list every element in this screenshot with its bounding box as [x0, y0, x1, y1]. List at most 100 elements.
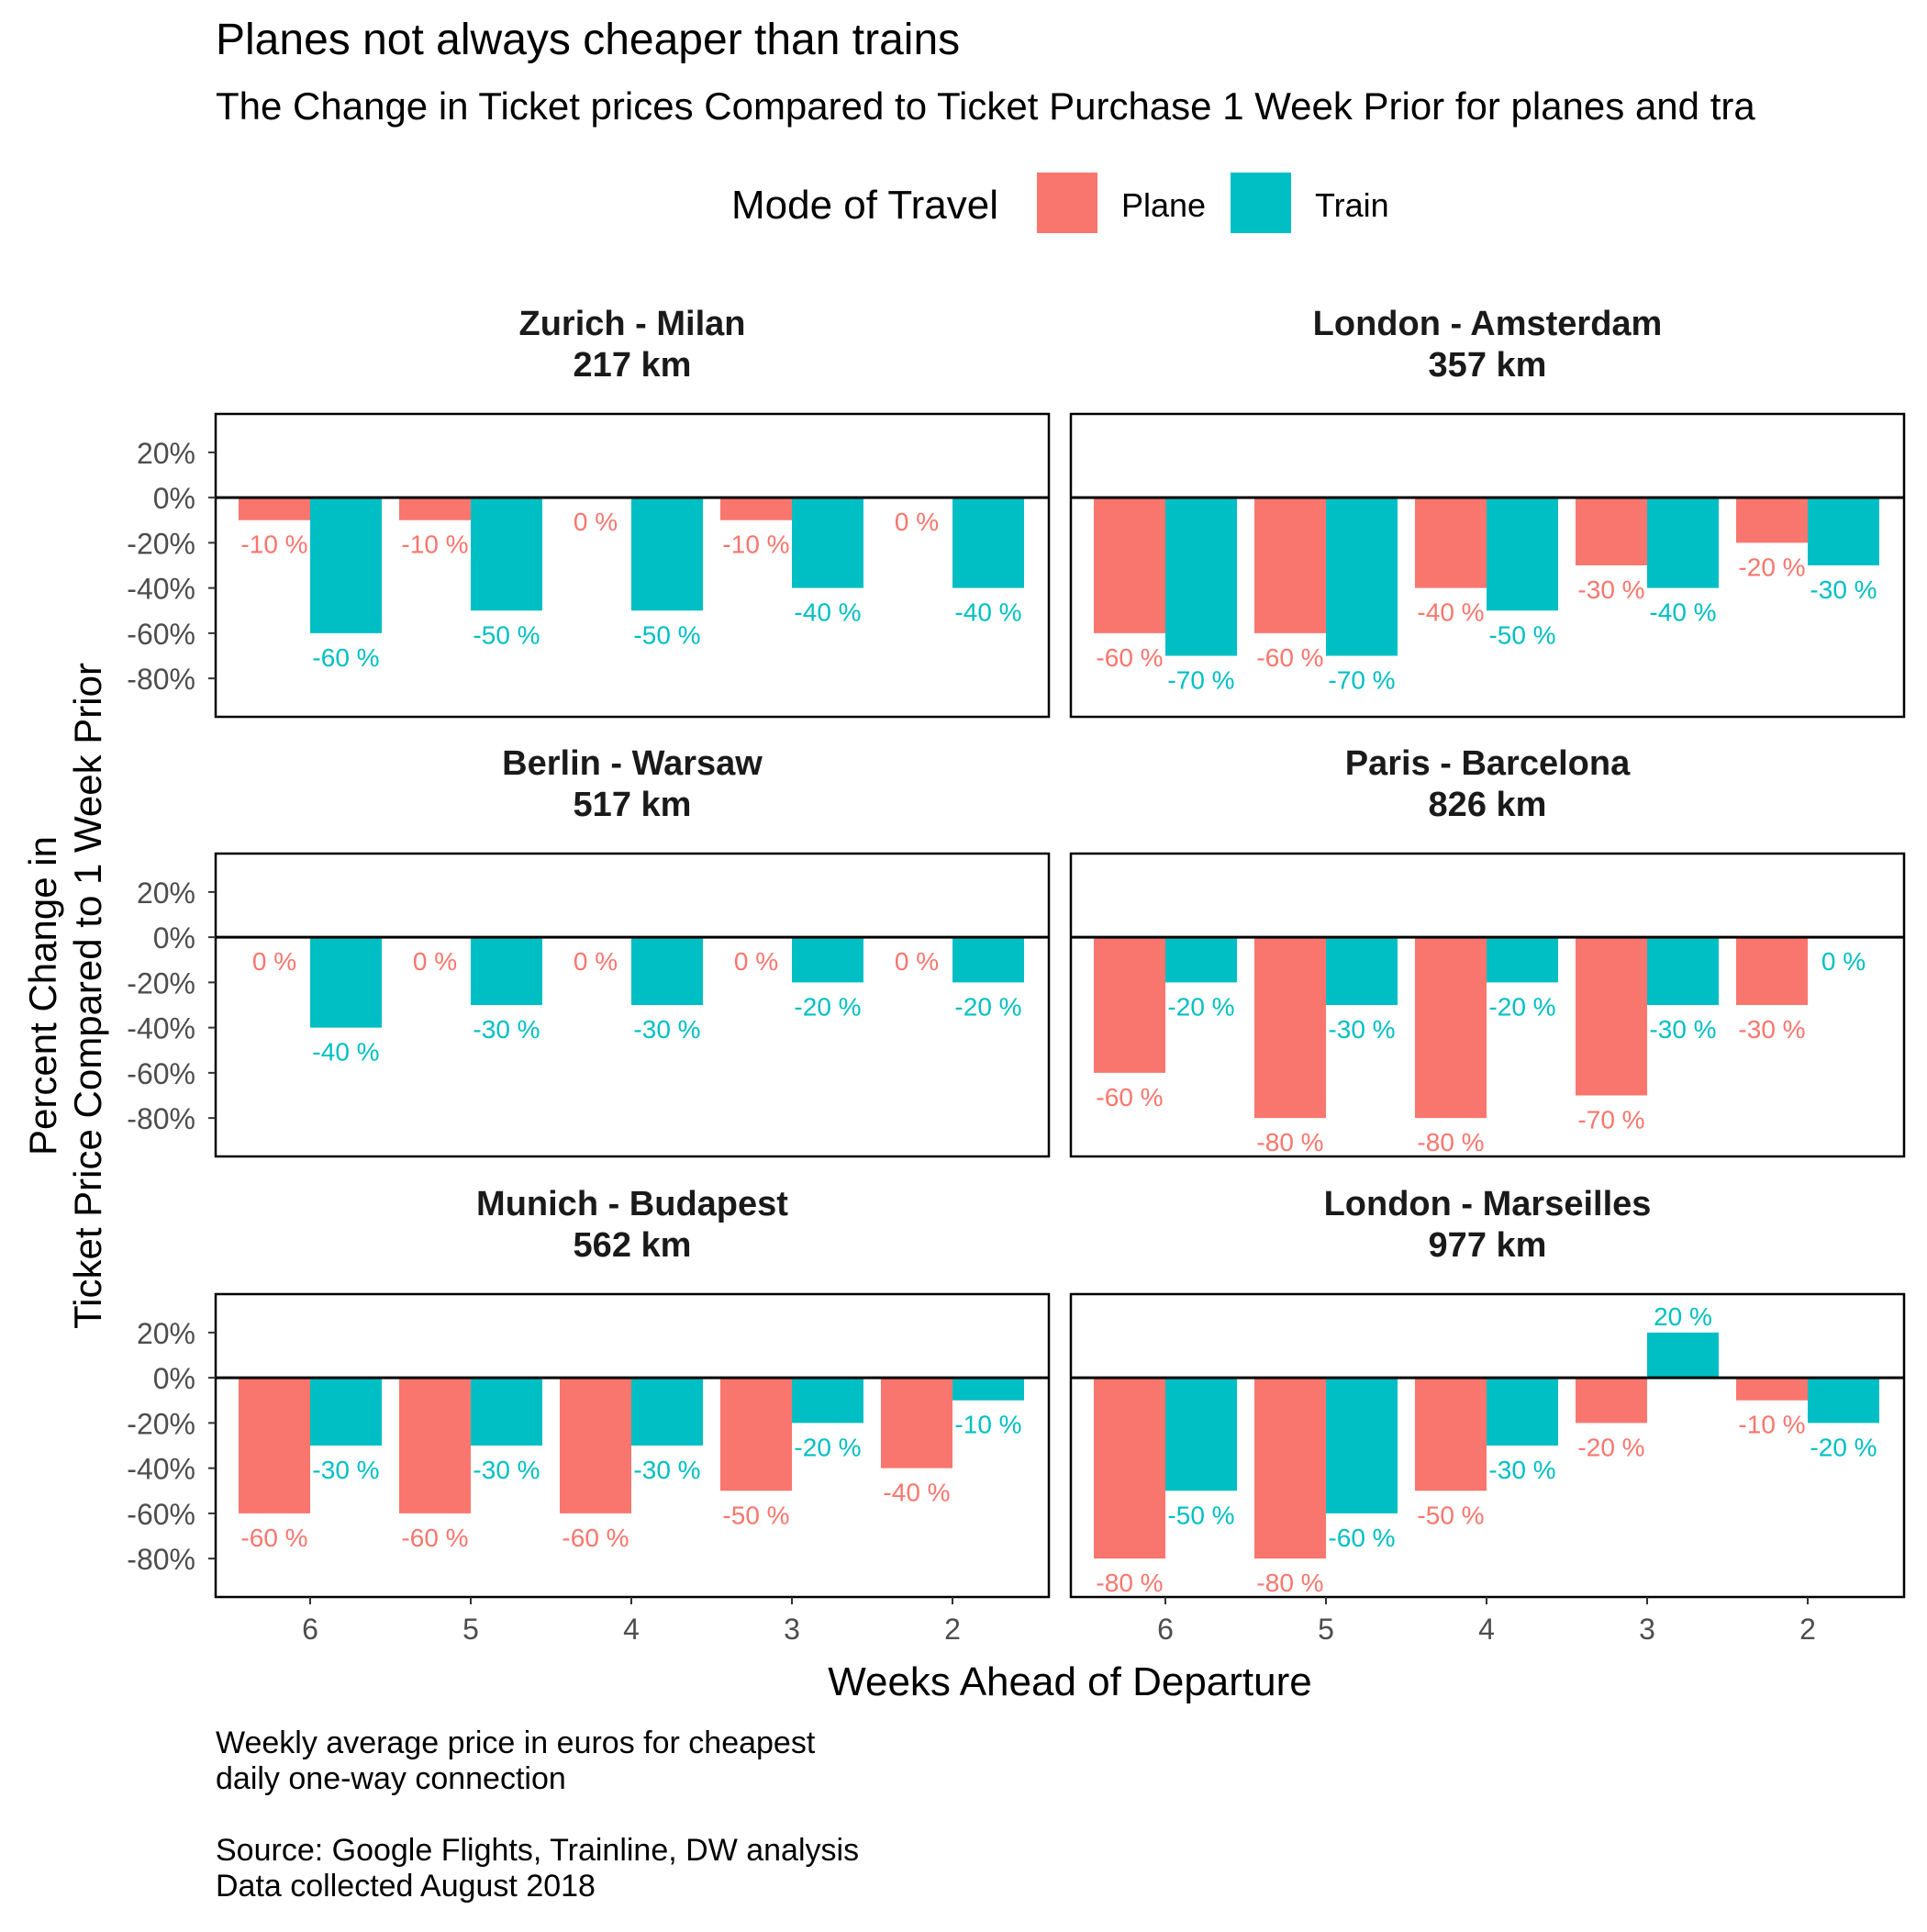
y-tick-label: -40%	[127, 1453, 195, 1486]
bar-label-plane: -50 %	[1417, 1501, 1484, 1529]
bar-label-plane: -60 %	[562, 1524, 629, 1552]
bar-label-train: -20 %	[954, 992, 1021, 1021]
bar-label-plane: 0 %	[734, 947, 778, 976]
x-tick-label: 4	[1478, 1613, 1495, 1646]
bar-label-plane: 0 %	[413, 947, 457, 976]
chart-subtitle: The Change in Ticket prices Compared to …	[216, 84, 1755, 128]
bar-train	[792, 1378, 863, 1423]
bar-train	[1808, 1378, 1879, 1423]
bar-train	[1326, 937, 1398, 1005]
bar-plane	[1094, 497, 1165, 633]
bar-train	[310, 1378, 382, 1446]
facet-title: Berlin - Warsaw	[502, 744, 763, 783]
bar-plane	[1415, 497, 1487, 588]
bar-label-plane: 0 %	[574, 947, 618, 976]
bar-train	[471, 497, 542, 610]
bar-label-plane: 0 %	[574, 508, 618, 536]
facet-distance: 562 km	[574, 1226, 692, 1265]
x-tick-label: 3	[784, 1613, 800, 1646]
facet-title: Munich - Budapest	[476, 1185, 788, 1223]
y-tick-label: -40%	[127, 1012, 195, 1045]
y-axis-label-line-1: Percent Change in	[21, 836, 64, 1156]
bar-label-train: -70 %	[1167, 666, 1234, 695]
bar-plane	[1736, 1378, 1808, 1401]
bar-plane	[1415, 1378, 1487, 1491]
bar-plane	[1254, 937, 1326, 1118]
bar-plane	[720, 497, 792, 520]
bar-label-train: -30 %	[312, 1456, 379, 1484]
x-tick-label: 6	[302, 1613, 318, 1646]
bar-label-train: -20 %	[794, 1433, 861, 1461]
bar-label-train: 0 %	[1821, 947, 1866, 976]
bar-train	[1487, 1378, 1558, 1446]
x-tick-label: 4	[623, 1613, 640, 1646]
facet-distance: 826 km	[1429, 786, 1547, 824]
y-tick-label: -20%	[127, 1407, 195, 1440]
bar-label-train: -50 %	[1488, 620, 1555, 649]
bar-train	[792, 937, 863, 982]
bar-plane	[560, 1378, 631, 1513]
bar-label-train: -60 %	[312, 643, 379, 672]
bar-label-plane: -20 %	[1577, 1433, 1644, 1461]
bar-label-plane: -10 %	[722, 530, 789, 559]
y-tick-label: -80%	[127, 1543, 195, 1576]
bar-label-train: -30 %	[633, 1456, 700, 1484]
bar-label-train: -30 %	[1488, 1456, 1555, 1484]
facet-title: London - Marseilles	[1324, 1185, 1652, 1223]
bar-label-train: -30 %	[1649, 1015, 1716, 1044]
legend-swatch-train	[1231, 173, 1291, 233]
bar-label-train: -30 %	[473, 1456, 540, 1484]
facet-title: Paris - Barcelona	[1345, 744, 1631, 783]
bar-label-plane: -20 %	[1738, 553, 1805, 581]
bar-train	[1647, 1333, 1719, 1378]
bar-label-plane: -60 %	[1096, 1083, 1163, 1111]
bar-plane	[399, 1378, 471, 1513]
bar-label-train: -20 %	[794, 992, 861, 1021]
bar-train	[631, 937, 703, 1005]
caption-line-2: daily one-way connection	[216, 1761, 566, 1796]
bar-label-train: -20 %	[1488, 992, 1555, 1021]
bar-train	[631, 1378, 703, 1446]
bar-plane	[881, 1378, 952, 1469]
bar-label-plane: -50 %	[722, 1501, 789, 1529]
x-tick-label: 6	[1157, 1613, 1174, 1646]
caption-line-5: Data collected August 2018	[216, 1869, 596, 1904]
bar-label-plane: -10 %	[1738, 1411, 1805, 1439]
bar-label-train: -50 %	[473, 620, 540, 649]
bar-label-plane: -80 %	[1417, 1128, 1484, 1156]
bar-plane	[1415, 937, 1487, 1118]
y-tick-label: -60%	[127, 1057, 195, 1090]
bar-label-train: -50 %	[633, 620, 700, 649]
bar-label-train: -70 %	[1328, 666, 1395, 695]
facet-distance: 357 km	[1429, 346, 1547, 385]
bar-train	[1165, 1378, 1237, 1491]
bar-label-plane: -80 %	[1096, 1569, 1163, 1597]
bar-plane	[1254, 1378, 1326, 1558]
bar-train	[792, 497, 863, 588]
facet-title: Zurich - Milan	[519, 305, 746, 343]
x-axis-label: Weeks Ahead of Departure	[828, 1659, 1312, 1704]
bar-label-train: -60 %	[1328, 1524, 1395, 1552]
bar-train	[952, 497, 1024, 588]
y-tick-label: -60%	[127, 618, 195, 651]
y-tick-label: -40%	[127, 573, 195, 606]
y-tick-label: 20%	[137, 437, 195, 470]
y-tick-label: 20%	[137, 1317, 195, 1350]
bar-label-plane: -60 %	[1256, 643, 1323, 672]
bar-plane	[1576, 937, 1647, 1095]
bar-plane	[720, 1378, 792, 1491]
chart-title: Planes not always cheaper than trains	[216, 16, 960, 64]
bar-label-plane: 0 %	[252, 947, 296, 976]
bar-train	[1647, 497, 1719, 588]
bar-label-plane: -10 %	[401, 530, 468, 559]
y-tick-label: -20%	[127, 966, 195, 1000]
bar-label-train: 20 %	[1654, 1302, 1712, 1331]
bar-train	[1165, 497, 1237, 655]
facet-distance: 517 km	[574, 786, 692, 824]
bar-label-plane: 0 %	[895, 947, 939, 976]
y-tick-label: 0%	[153, 1362, 195, 1395]
bar-train	[1165, 937, 1237, 982]
bar-train	[1326, 1378, 1398, 1513]
bar-label-train: -10 %	[954, 1411, 1021, 1439]
